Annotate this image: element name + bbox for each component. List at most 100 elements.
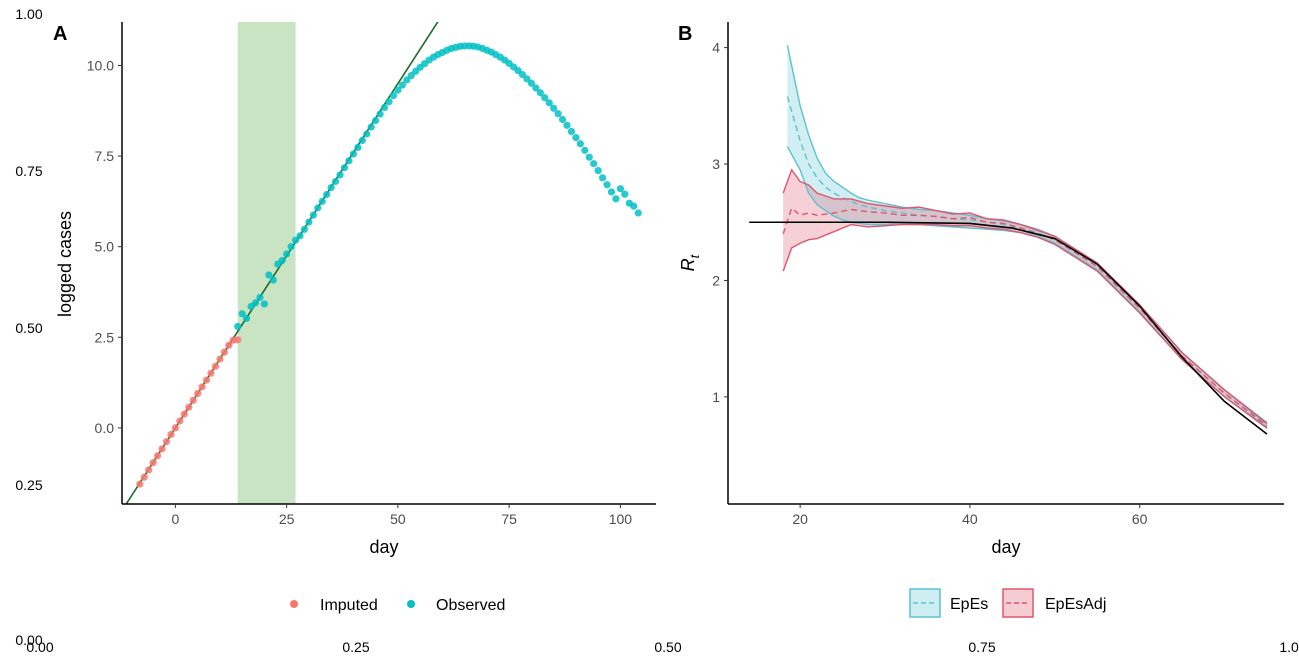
observed-point <box>634 209 642 217</box>
observed-point <box>590 160 598 168</box>
outer-y-tick-1: 0.25 <box>15 477 42 493</box>
legend-imputed-label: Imputed <box>320 597 378 614</box>
panel-b-x-tick-label: 40 <box>962 511 978 527</box>
observed-point <box>621 190 629 198</box>
observed-point <box>234 322 242 331</box>
panel-a-y-axis-label: logged cases <box>55 211 75 317</box>
imputed-point <box>149 459 157 467</box>
epes-mean-line <box>786 96 1268 426</box>
panel-b-tag: B <box>678 23 692 45</box>
observed-point <box>407 72 415 80</box>
observed-point <box>287 243 295 251</box>
imputed-point <box>194 389 202 398</box>
legend-imputed-key <box>290 600 298 608</box>
observed-point <box>581 146 589 154</box>
legend-observed-label: Observed <box>436 597 505 614</box>
panel-a-x-tick-label: 50 <box>390 511 406 527</box>
observed-point <box>380 103 389 112</box>
outer-x-tick-4: 1.00 <box>1279 639 1299 655</box>
imputed-point <box>220 348 228 356</box>
imputed-point <box>158 445 166 453</box>
observed-point <box>256 293 264 302</box>
observed-point <box>594 166 602 175</box>
panel-b-y-axis-label-sub: t <box>687 253 702 258</box>
panel-b: B 20 40 60 1 2 3 4 day Rt EpEs EpEsAdj <box>678 22 1284 618</box>
observed-point <box>389 91 398 100</box>
imputed-point <box>198 383 206 391</box>
outer-y-tick-3: 0.75 <box>15 163 42 179</box>
observed-point <box>603 181 611 189</box>
panel-a: A 0 25 50 75 100 0.0 2.5 5.0 7.5 10.0 day logged … <box>53 22 656 614</box>
panel-b-y-axis-label-main: R <box>678 258 698 271</box>
observed-point <box>599 174 607 182</box>
observed-point <box>616 185 625 193</box>
panel-a-x-axis-label: day <box>369 537 398 557</box>
imputed-points <box>136 336 242 488</box>
observed-point <box>541 94 549 102</box>
observed-point <box>523 75 531 83</box>
outer-axis: 0.00 0.25 0.50 0.75 1.00 0.00 0.25 0.50 … <box>15 6 1299 655</box>
observed-point <box>363 130 371 138</box>
outer-x-tick-0: 0.00 <box>26 639 53 655</box>
observed-point <box>354 143 362 151</box>
observed-point <box>630 202 638 210</box>
imputed-point <box>189 396 197 404</box>
observed-point <box>305 218 313 226</box>
epesadj-lower-bound <box>782 223 1268 429</box>
observed-point <box>585 153 593 161</box>
true-rt-line <box>749 221 1268 435</box>
observed-point <box>265 271 273 279</box>
observed-point <box>327 184 335 192</box>
imputed-point <box>145 466 153 474</box>
observed-point <box>283 250 291 258</box>
observed-point <box>372 116 380 125</box>
observed-point <box>349 150 357 158</box>
panel-b-x-tick-label: 20 <box>792 511 808 527</box>
imputed-point <box>171 424 179 432</box>
imputed-point <box>176 417 184 425</box>
observed-point <box>314 204 322 212</box>
imputed-point <box>162 438 171 446</box>
observed-point <box>269 276 277 284</box>
panel-b-y-tick-label: 2 <box>712 272 720 288</box>
imputed-point <box>234 336 242 344</box>
outer-y-tick-0: 0.00 <box>15 632 42 648</box>
observed-point <box>376 110 384 118</box>
panel-b-axes: 20 40 60 1 2 3 4 <box>712 22 1284 527</box>
imputed-point <box>136 480 144 488</box>
intervention-window <box>237 22 296 504</box>
panel-a-y-tick-label: 0.0 <box>95 420 115 436</box>
imputed-point <box>180 410 188 418</box>
observed-point <box>278 256 286 265</box>
panel-a-x-tick-label: 75 <box>501 511 517 527</box>
epesadj-mean-line <box>782 207 1268 427</box>
observed-point <box>527 79 536 87</box>
observed-point <box>345 157 353 165</box>
panel-a-axes: 0 25 50 75 100 0.0 2.5 5.0 7.5 10.0 <box>87 22 656 527</box>
observed-point <box>567 127 576 136</box>
outer-x-tick-3: 0.75 <box>968 639 995 655</box>
imputed-point <box>140 473 148 481</box>
imputed-point <box>225 341 233 349</box>
observed-point <box>260 300 268 308</box>
outer-x-tick-1: 0.25 <box>342 639 369 655</box>
outer-y-tick-2: 0.50 <box>15 320 42 336</box>
imputed-point <box>154 452 162 460</box>
observed-point <box>318 197 326 205</box>
panel-b-y-axis-label: Rt <box>678 253 702 271</box>
panel-a-plot-area <box>125 22 642 504</box>
panel-a-y-tick-label: 5.0 <box>95 239 115 255</box>
observed-point <box>398 81 406 89</box>
observed-point <box>336 171 344 179</box>
imputed-point <box>167 430 175 439</box>
observed-point <box>518 70 527 79</box>
panel-b-x-tick-label: 60 <box>1132 511 1148 527</box>
observed-point <box>532 84 540 92</box>
panel-a-x-tick-label: 100 <box>609 511 633 527</box>
observed-points <box>234 42 642 331</box>
observed-point <box>291 236 300 244</box>
legend-observed-key <box>407 600 415 608</box>
observed-point <box>340 164 349 172</box>
observed-point <box>309 211 317 219</box>
panel-b-y-tick-label: 1 <box>712 389 720 405</box>
